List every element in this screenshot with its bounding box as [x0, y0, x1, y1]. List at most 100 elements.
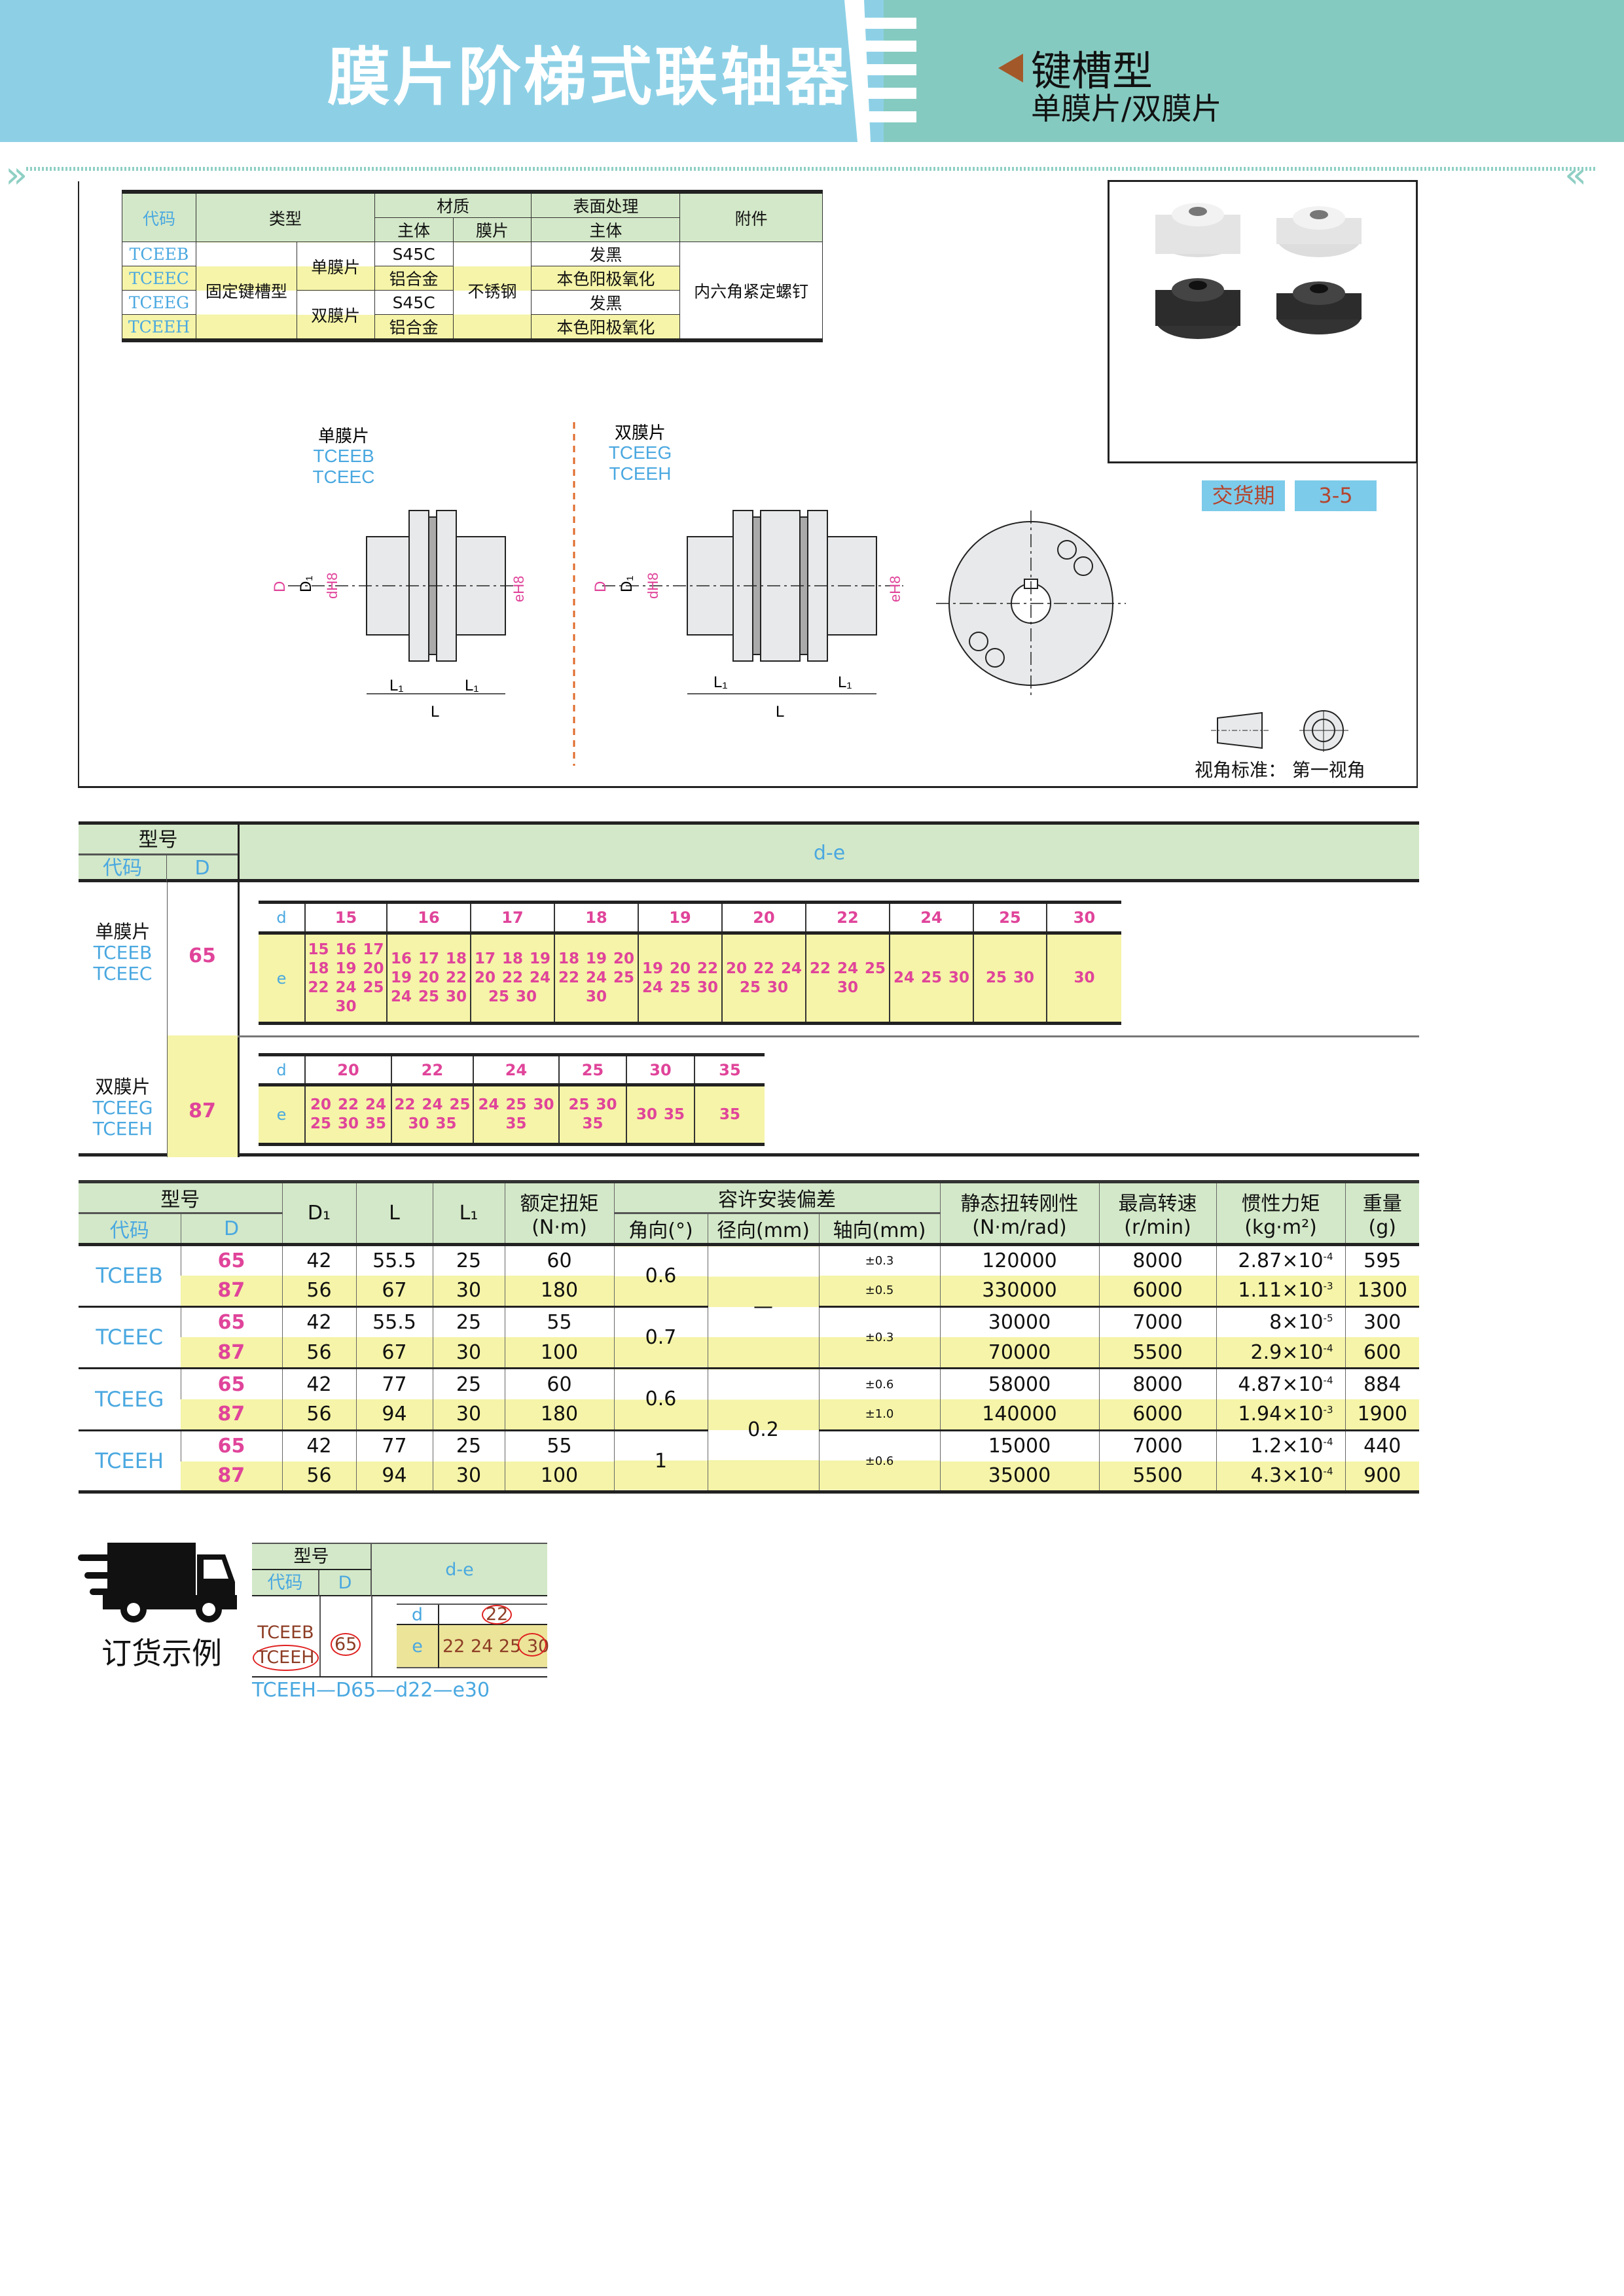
material-cell: S45C: [374, 242, 454, 266]
order-d-selected: 22: [482, 1605, 513, 1624]
order-code-option: TCEEB: [257, 1623, 314, 1643]
header-L: L: [355, 1181, 433, 1245]
value-angle: 1: [613, 1429, 708, 1492]
column-divider: [319, 1596, 321, 1676]
header-model: 型号: [252, 1544, 372, 1570]
value-speed: 8000: [1098, 1367, 1216, 1399]
speed-label: 最高转速: [1118, 1193, 1197, 1215]
value-speed: 6000: [1098, 1399, 1216, 1431]
inertia-unit: (kg·m²): [1244, 1216, 1317, 1239]
value-D1: 56: [281, 1461, 356, 1492]
dotted-divider: [26, 167, 1597, 171]
value-L1: 25: [432, 1305, 505, 1338]
d-value: 25: [973, 902, 1047, 933]
dim-D: D: [271, 581, 289, 592]
value-inertia: 1.2×10-4: [1216, 1429, 1345, 1462]
value-radial: 0.2: [707, 1367, 819, 1492]
value-D1: 42: [281, 1244, 356, 1276]
inertia-mantissa: 1.94×10: [1238, 1403, 1324, 1426]
header-axial: 轴向(mm): [818, 1213, 940, 1245]
coupling-photo-silver-double: [1276, 206, 1362, 257]
dim-L: L: [776, 703, 784, 721]
value-weight: 595: [1344, 1244, 1419, 1276]
single-code: TCEEB: [313, 446, 374, 466]
dim-d: dH8: [324, 573, 340, 599]
order-d-label: d: [411, 1605, 424, 1625]
group-type: 双膜片: [95, 1076, 151, 1098]
header-accessory: 附件: [679, 191, 823, 242]
double-coupling-drawing: [602, 510, 903, 694]
d-value: 17: [470, 902, 554, 933]
d-e-subtable: d 20 22 24 25 30 35 e 20 22 24 25 30 35 22 24 25 …: [259, 1053, 765, 1146]
value-weight: 900: [1344, 1461, 1419, 1492]
e-values: 15 16 17 18 19 20 22 24 25 30: [304, 933, 387, 1024]
header-banner-left: [0, 0, 903, 142]
spec-row: TCEEG 65 42 77 25 60 0.6 0.2 ±0.6 58000 8000 4.87×1…: [79, 1367, 1419, 1492]
header-code: 代码: [252, 1570, 319, 1596]
d-e-subtable: d 15 16 17 18 19 20 22 24 25 30 e 15 16 17 18 19 20 …: [259, 901, 1121, 1025]
surface-cell: 本色阳极氧化: [531, 314, 681, 341]
dim-L: L: [431, 703, 439, 721]
inner-d-row: d 22: [397, 1604, 547, 1625]
e-row: e 20 22 24 25 30 35 22 24 25 30 35 24 25 30…: [259, 1085, 765, 1145]
value-D1: 56: [281, 1275, 356, 1307]
value-L1: 30: [432, 1337, 505, 1369]
value-angle: 0.6: [613, 1367, 708, 1431]
d-e-table: 型号 代码 D d-e 单膜片 TCEEB TCEEC 65 d 15 16 17 18 19 20…: [79, 821, 1419, 1157]
dim-D: D: [592, 581, 609, 592]
d-value: 25: [558, 1054, 626, 1085]
header-diaphragm: 膜片: [452, 217, 532, 242]
size-D: 87: [217, 1279, 245, 1302]
value-torque: 180: [504, 1275, 614, 1307]
size-D: 65: [180, 1244, 282, 1276]
coupling-photo-black-double: [1276, 281, 1362, 334]
value-torque: 55: [504, 1305, 614, 1338]
dim-D1: D₁: [297, 576, 315, 592]
surface-cell: 发黑: [531, 290, 681, 315]
coupling-photo-silver-single: [1155, 203, 1240, 257]
header-D1: D₁: [281, 1181, 356, 1245]
header-banner-right: [903, 0, 1624, 142]
d-e-table-header: [79, 825, 1419, 882]
e-values: 17 18 19 20 22 24 25 30: [470, 933, 554, 1024]
inertia-mantissa: 2.87×10: [1238, 1249, 1324, 1272]
chevron-right-icon: »: [5, 154, 28, 196]
material-cell: S45C: [374, 290, 454, 315]
value-stiffness: 70000: [939, 1337, 1099, 1369]
d-value: 16: [386, 902, 471, 933]
e-values: 22 24 25 30: [805, 933, 890, 1024]
d-value: 15: [304, 902, 387, 933]
code-cell: TCEEB: [122, 242, 196, 266]
value-inertia: 4.3×10-4: [1216, 1461, 1345, 1492]
header-surface-body: 主体: [531, 217, 681, 242]
inertia-exponent: -4: [1323, 1436, 1333, 1448]
d-value: 19: [638, 902, 722, 933]
header-inertia: 惯性力矩 (kg·m²): [1216, 1181, 1345, 1245]
e-values: 18 19 20 22 24 25 30: [554, 933, 638, 1024]
size-D: 65: [180, 1305, 282, 1338]
value-angle: 0.7: [613, 1305, 708, 1369]
size-D: 87: [217, 1340, 245, 1364]
header-code: 代码: [122, 191, 196, 242]
value-L: 94: [355, 1461, 433, 1492]
value-stiffness: 15000: [939, 1429, 1099, 1462]
d-value: 18: [554, 902, 638, 933]
inertia-exponent: -3: [1323, 1404, 1333, 1416]
group-label: 双膜片 TCEEG TCEEH: [79, 1077, 167, 1139]
header-step-divider: [844, 0, 916, 142]
value-weight: 884: [1344, 1367, 1419, 1399]
value-weight: 1300: [1344, 1275, 1419, 1307]
d-value: 35: [694, 1054, 765, 1085]
header-torque: 额定扭矩 (N·m): [504, 1181, 614, 1245]
spec-row: TCEEH 65 42 77 25 55 1 ±0.6 15000 7000 1.2×10-4 440: [79, 1429, 1419, 1492]
surface-cell: 本色阳极氧化: [531, 266, 681, 291]
value-D1: 42: [281, 1429, 356, 1462]
e-label: e: [276, 969, 287, 988]
d-value: 20: [721, 902, 806, 933]
value-torque: 100: [504, 1461, 614, 1492]
dim-e: eH8: [887, 576, 903, 602]
d-value: 22: [391, 1054, 473, 1085]
surface-cell: 发黑: [531, 242, 681, 266]
header-model: 型号: [79, 1181, 282, 1214]
code-cell: TCEEC: [122, 266, 196, 291]
